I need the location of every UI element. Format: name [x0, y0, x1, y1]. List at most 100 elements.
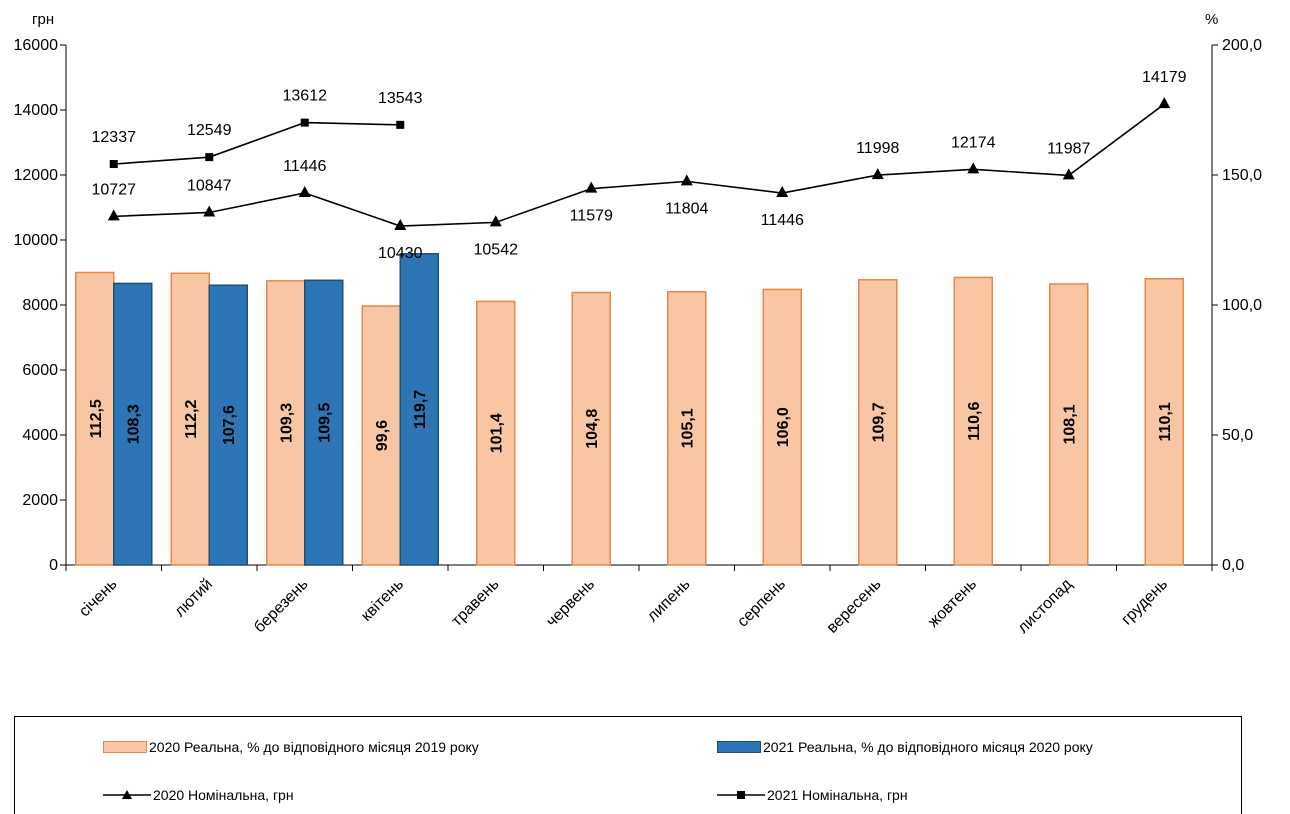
bar-2020-label: 105,1 [680, 408, 697, 448]
line-2021-label: 12549 [187, 122, 232, 139]
line-2020-label: 11998 [856, 140, 899, 157]
bar-2020-label: 108,1 [1062, 404, 1079, 444]
bar-2020-label: 109,7 [871, 402, 888, 442]
x-tick-label: квітень [358, 576, 407, 625]
legend-item-line-2020: 2020 Номінальна, грн [103, 787, 294, 803]
right-axis-unit: % [1205, 11, 1218, 28]
chart-legend: 2020 Реальна, % до відповідного місяця 2… [14, 716, 1242, 814]
bar-2020-label: 112,5 [88, 399, 105, 438]
bar-2020 [858, 279, 898, 566]
right-tick-label: 200,0 [1222, 37, 1262, 54]
legend-swatch-bar-2021 [717, 741, 761, 753]
left-axis-unit: грн [32, 11, 54, 28]
bar-2020-label: 99,6 [374, 420, 391, 451]
left-tick-label: 0 [49, 557, 58, 574]
bar-2020-label: 110,6 [966, 402, 983, 441]
legend-item-bar-2021: 2021 Реальна, % до відповідного місяця 2… [717, 739, 1093, 755]
left-tick-label: 2000 [22, 492, 58, 509]
marker-triangle [298, 186, 311, 198]
legend-label-line-2021: 2021 Номінальна, грн [767, 787, 908, 803]
line-2020-label: 14179 [1142, 69, 1187, 86]
right-tick-label: 100,0 [1222, 297, 1262, 314]
marker-triangle [489, 215, 502, 227]
marker-square [109, 160, 118, 169]
bar-2021 [304, 279, 344, 566]
bar-2020-label: 110,1 [1157, 402, 1174, 441]
bar-2020 [266, 280, 306, 566]
marker-triangle [967, 162, 980, 174]
line-2020-label: 10847 [187, 177, 232, 194]
x-tick-label: грудень [1118, 576, 1171, 629]
left-tick-label: 14000 [14, 102, 59, 119]
bar-2020 [953, 276, 993, 566]
x-tick-label: травень [448, 576, 502, 630]
bar-2021 [113, 282, 153, 566]
left-tick-label: 10000 [14, 232, 59, 249]
left-tick-label: 12000 [14, 167, 59, 184]
x-tick-label: лютий [171, 576, 216, 621]
left-tick-label: 4000 [22, 427, 58, 444]
marker-triangle [776, 186, 789, 198]
bar-2020 [762, 288, 802, 566]
right-tick-label: 150,0 [1222, 167, 1262, 184]
line-2020-label: 12174 [951, 134, 996, 151]
bar-2021-label: 109,5 [317, 403, 334, 443]
bar-2021-label: 108,3 [126, 404, 143, 444]
x-tick-label: листопад [1015, 575, 1076, 636]
line-2020-label: 11579 [570, 208, 613, 225]
marker-triangle [871, 168, 884, 180]
line-2020-label: 11446 [283, 158, 326, 175]
legend-label-bar-2020: 2020 Реальна, % до відповідного місяця 2… [149, 739, 479, 755]
legend-label-bar-2021: 2021 Реальна, % до відповідного місяця 2… [763, 739, 1093, 755]
marker-square [396, 120, 405, 129]
marker-triangle [1062, 168, 1075, 180]
legend-swatch-line-2021 [717, 791, 765, 799]
legend-swatch-bar-2020 [103, 741, 147, 753]
left-tick-label: 8000 [22, 297, 58, 314]
legend-swatch-line-2020 [103, 790, 151, 799]
legend-item-line-2021: 2021 Номінальна, грн [717, 787, 908, 803]
bar-2020 [667, 290, 707, 566]
line-2020-label: 10542 [474, 241, 519, 258]
bar-2021 [399, 253, 439, 566]
line-2021 [113, 121, 401, 165]
bar-2020 [361, 305, 401, 566]
bar-2020-label: 109,3 [279, 403, 296, 443]
bar-2020 [1049, 283, 1089, 566]
bar-2020-label: 101,4 [489, 413, 506, 453]
x-tick-label: березень [251, 576, 312, 637]
line-2020-label: 11446 [761, 212, 804, 229]
marker-triangle [394, 219, 407, 231]
line-2021-label: 12337 [92, 129, 137, 146]
legend-label-line-2020: 2020 Номінальна, грн [153, 787, 294, 803]
right-tick-label: 50,0 [1222, 427, 1253, 444]
x-tick-label: січень [76, 576, 121, 621]
bar-2020-label: 112,2 [183, 399, 200, 438]
legend-item-bar-2020: 2020 Реальна, % до відповідного місяця 2… [103, 739, 479, 755]
marker-triangle [203, 205, 216, 217]
bar-2020 [170, 272, 210, 566]
line-2020-label: 10727 [92, 181, 137, 198]
bar-2020-label: 104,8 [584, 409, 601, 449]
bar-2021 [208, 284, 248, 566]
marker-square [300, 118, 309, 127]
line-2021-label: 13543 [378, 90, 423, 107]
left-tick-label: 16000 [14, 37, 59, 54]
x-tick-label: жовтень [925, 576, 980, 631]
line-2020-label: 11987 [1047, 140, 1090, 157]
x-tick-label: серпень [734, 576, 789, 631]
bar-2020 [1144, 277, 1184, 566]
x-tick-label: вересень [824, 576, 885, 637]
wage-chart: 0 2000 4000 6000 8000 10000 12000 14000 16000 0,0… [14, 11, 1263, 637]
bar-2020 [571, 291, 611, 566]
marker-triangle [1158, 97, 1171, 109]
marker-square [205, 153, 214, 162]
bar-2021-label: 119,7 [412, 390, 429, 429]
x-tick-label: червень [543, 576, 598, 631]
line-2020 [113, 103, 1165, 227]
marker-triangle [107, 209, 120, 221]
line-2020-label: 10430 [378, 245, 423, 262]
bar-2021-label: 107,6 [221, 405, 238, 445]
x-tick-label: липень [644, 576, 694, 626]
bar-2020 [476, 300, 516, 566]
